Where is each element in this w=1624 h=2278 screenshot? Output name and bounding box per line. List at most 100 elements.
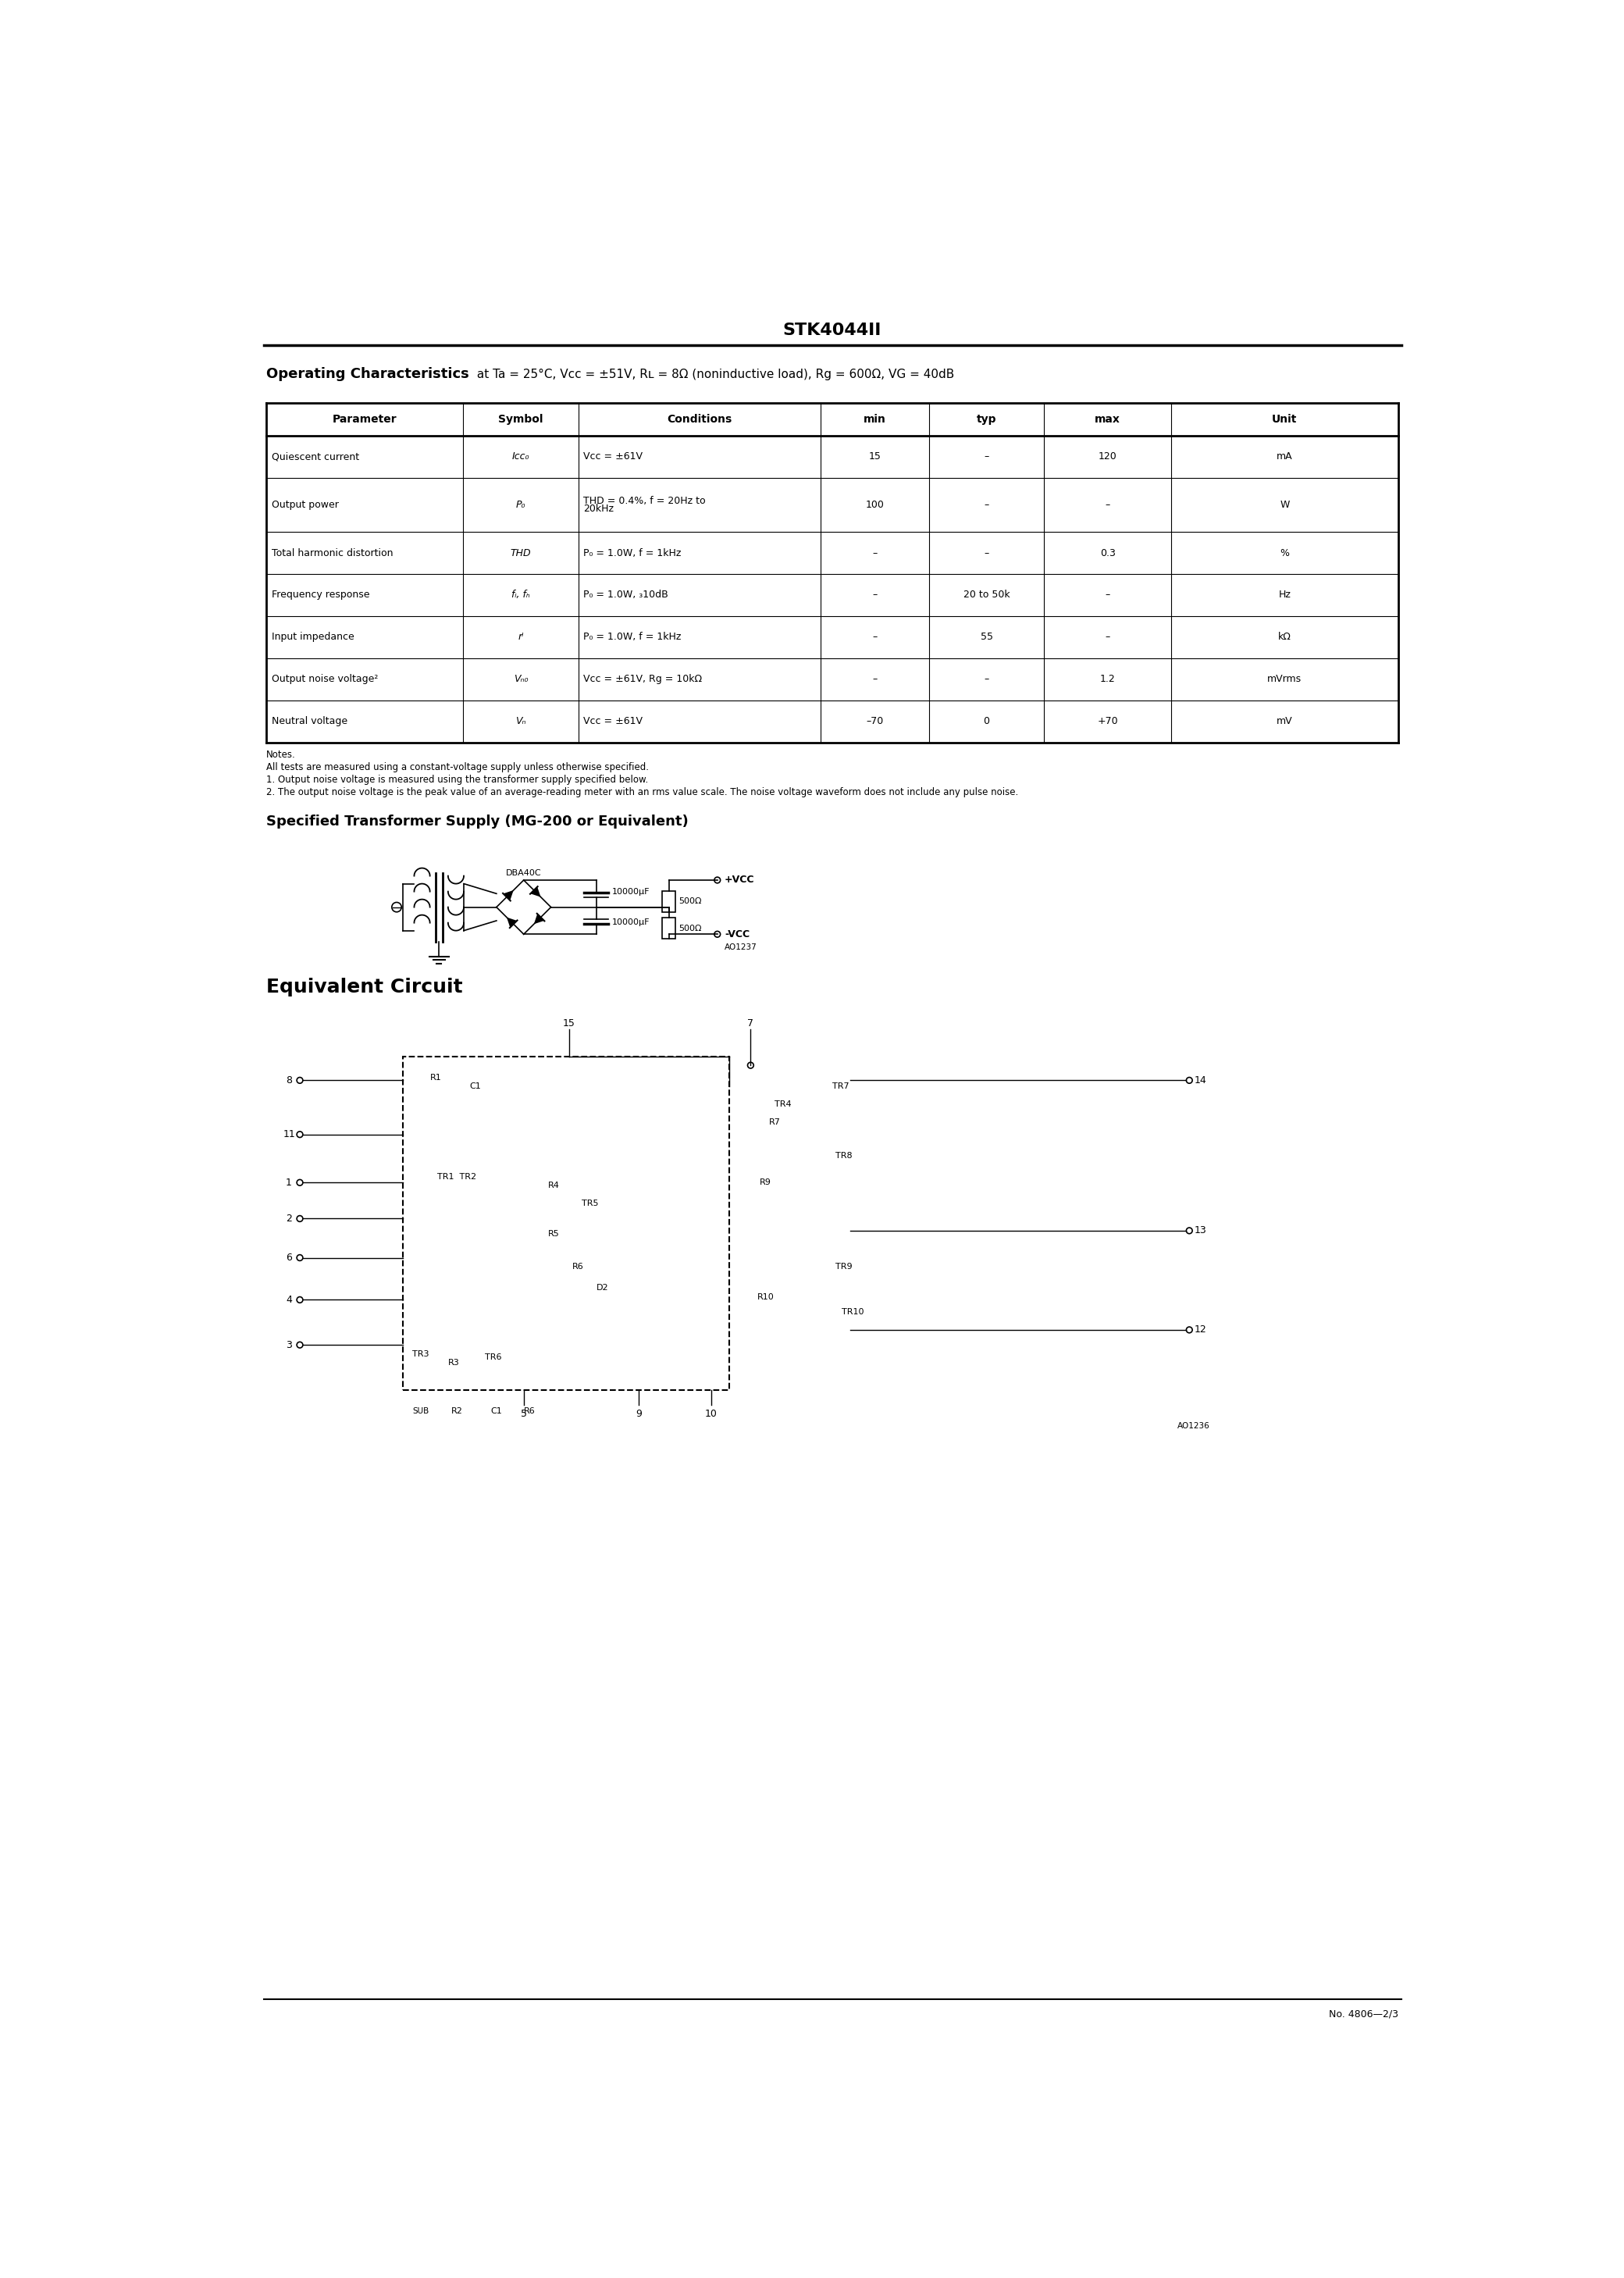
Text: TR7: TR7 [833, 1082, 849, 1091]
Text: R5: R5 [549, 1230, 560, 1237]
Text: 2: 2 [286, 1214, 292, 1223]
Text: 14: 14 [1194, 1075, 1207, 1084]
Text: kΩ: kΩ [1278, 631, 1291, 642]
Text: 100: 100 [866, 499, 883, 510]
Text: R6: R6 [572, 1262, 585, 1271]
Text: Input impedance: Input impedance [271, 631, 354, 642]
Text: 500Ω: 500Ω [679, 898, 702, 904]
Text: –: – [984, 451, 989, 462]
Text: THD: THD [510, 549, 531, 558]
Text: AO1237: AO1237 [724, 943, 757, 952]
Circle shape [391, 902, 401, 911]
Text: R4: R4 [549, 1182, 560, 1189]
Text: 11: 11 [283, 1130, 296, 1139]
Bar [403, 1057, 729, 1390]
Text: Total harmonic distortion: Total harmonic distortion [271, 549, 393, 558]
Text: TR10: TR10 [841, 1308, 864, 1317]
Text: Hz: Hz [1278, 590, 1291, 599]
Circle shape [297, 1180, 302, 1185]
Text: TR9: TR9 [835, 1262, 853, 1271]
Text: –: – [872, 590, 877, 599]
Text: Conditions: Conditions [667, 415, 732, 424]
Text: THD = 0.4%, f = 20Hz to: THD = 0.4%, f = 20Hz to [583, 497, 705, 506]
Circle shape [1186, 1077, 1192, 1084]
Text: –: – [872, 631, 877, 642]
Text: 1: 1 [286, 1178, 292, 1187]
Text: 10000μF: 10000μF [612, 918, 650, 927]
Text: 15: 15 [869, 451, 880, 462]
Text: Frequency response: Frequency response [271, 590, 369, 599]
Text: –: – [1106, 590, 1111, 599]
Text: –: – [872, 674, 877, 683]
Text: 20kHz: 20kHz [583, 503, 614, 515]
Text: Neutral voltage: Neutral voltage [271, 715, 348, 727]
Text: –70: –70 [866, 715, 883, 727]
Text: No. 4806—2/3: No. 4806—2/3 [1328, 2009, 1398, 2018]
Text: 5: 5 [521, 1410, 526, 1419]
Text: +VCC: +VCC [724, 875, 755, 886]
Text: C1: C1 [490, 1408, 502, 1415]
Text: TR3: TR3 [412, 1351, 429, 1358]
Text: -VCC: -VCC [724, 929, 750, 939]
Text: mVrms: mVrms [1267, 674, 1302, 683]
Text: min: min [864, 415, 887, 424]
Circle shape [1186, 1228, 1192, 1235]
Circle shape [715, 877, 721, 884]
Text: Operating Characteristics: Operating Characteristics [266, 367, 469, 380]
Text: fₗ, fₕ: fₗ, fₕ [512, 590, 529, 599]
Polygon shape [503, 891, 513, 900]
Bar [663, 918, 676, 939]
Text: +70: +70 [1098, 715, 1117, 727]
Text: 1. Output noise voltage is measured using the transformer supply specified below: 1. Output noise voltage is measured usin… [266, 775, 648, 784]
Polygon shape [534, 913, 544, 925]
Text: TR8: TR8 [835, 1153, 853, 1160]
Text: TR4: TR4 [775, 1100, 793, 1109]
Circle shape [747, 1062, 754, 1068]
Circle shape [297, 1342, 302, 1349]
Text: TR6: TR6 [486, 1353, 502, 1360]
Text: at Ta = 25°C, Vᴄᴄ = ±51V, Rʟ = 8Ω (noninductive load), Rg = 600Ω, VG = 40dB: at Ta = 25°C, Vᴄᴄ = ±51V, Rʟ = 8Ω (nonin… [474, 369, 955, 380]
Text: Symbol: Symbol [499, 415, 542, 424]
Polygon shape [507, 918, 516, 927]
Text: Specified Transformer Supply (MG-200 or Equivalent): Specified Transformer Supply (MG-200 or … [266, 816, 689, 829]
Text: R10: R10 [757, 1294, 775, 1301]
Text: Vₙ: Vₙ [515, 715, 526, 727]
Text: 2. The output noise voltage is the peak value of an average-reading meter with a: 2. The output noise voltage is the peak … [266, 788, 1018, 797]
Text: W: W [1280, 499, 1289, 510]
Text: –: – [1106, 499, 1111, 510]
Text: 10000μF: 10000μF [612, 888, 650, 895]
Text: –: – [984, 549, 989, 558]
Text: 0: 0 [984, 715, 989, 727]
Text: mV: mV [1276, 715, 1293, 727]
Text: R2: R2 [451, 1408, 463, 1415]
Text: R9: R9 [760, 1178, 771, 1187]
Text: 500Ω: 500Ω [679, 925, 702, 932]
Text: 55: 55 [981, 631, 992, 642]
Text: 15: 15 [564, 1018, 575, 1027]
Text: P₀: P₀ [516, 499, 526, 510]
Text: 20 to 50k: 20 to 50k [963, 590, 1010, 599]
Text: DBA40C: DBA40C [507, 868, 541, 877]
Text: R7: R7 [770, 1118, 781, 1125]
Text: 9: 9 [635, 1410, 641, 1419]
Text: Vₙ₀: Vₙ₀ [513, 674, 528, 683]
Text: P₀ = 1.0W, ₃10dB: P₀ = 1.0W, ₃10dB [583, 590, 667, 599]
Text: Output power: Output power [271, 499, 338, 510]
Polygon shape [531, 886, 541, 898]
Text: P₀ = 1.0W, f = 1kHz: P₀ = 1.0W, f = 1kHz [583, 549, 680, 558]
Text: P₀ = 1.0W, f = 1kHz: P₀ = 1.0W, f = 1kHz [583, 631, 680, 642]
Text: –: – [872, 549, 877, 558]
Text: 120: 120 [1098, 451, 1117, 462]
Text: STK4044II: STK4044II [783, 323, 882, 339]
Text: –: – [984, 674, 989, 683]
Circle shape [297, 1296, 302, 1303]
Text: rᴵ: rᴵ [518, 631, 523, 642]
Circle shape [297, 1255, 302, 1260]
Text: 1.2: 1.2 [1099, 674, 1116, 683]
Text: Iᴄᴄ₀: Iᴄᴄ₀ [512, 451, 529, 462]
Text: 10: 10 [705, 1410, 718, 1419]
Bar [663, 891, 676, 911]
Text: R3: R3 [448, 1360, 460, 1367]
Text: max: max [1095, 415, 1121, 424]
Text: 8: 8 [286, 1075, 292, 1084]
